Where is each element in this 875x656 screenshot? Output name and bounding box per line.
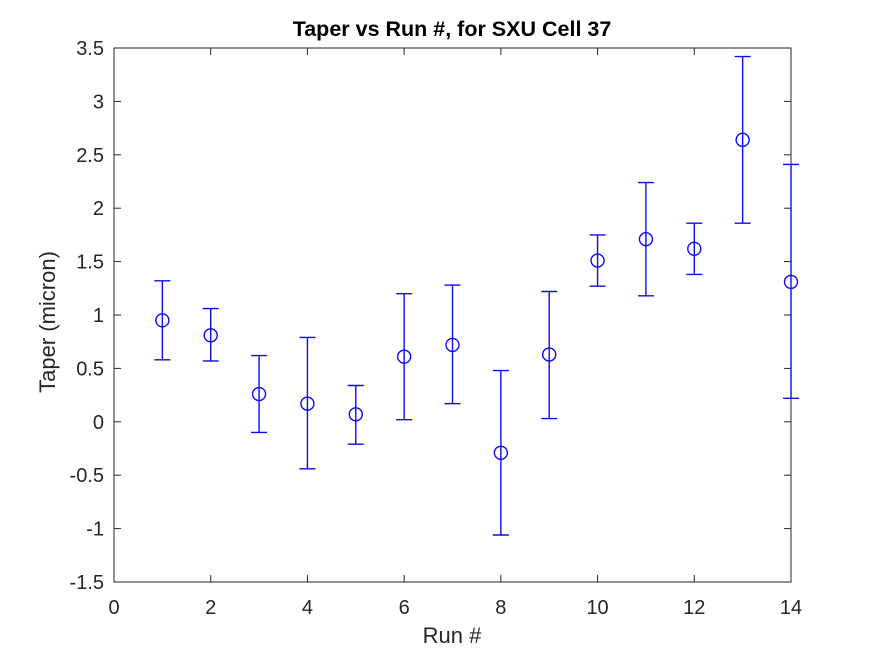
- errorbar-point: [734, 55, 751, 224]
- errorbar-series: [154, 55, 799, 536]
- y-tick-label: 0.5: [76, 358, 104, 380]
- errorbar-point: [444, 284, 461, 405]
- y-tick-label: 3: [93, 91, 104, 113]
- y-tick-label: 2.5: [76, 145, 104, 167]
- data-point-marker: [203, 328, 218, 343]
- errorbar-point: [492, 369, 509, 536]
- errorbar-point: [541, 290, 558, 420]
- chart-title: Taper vs Run #, for SXU Cell 37: [293, 17, 612, 41]
- x-tick-label: 2: [205, 597, 216, 619]
- errorbar-point: [783, 163, 799, 400]
- y-tick-label: 1.5: [76, 252, 104, 274]
- x-tick-label: 8: [495, 597, 506, 619]
- data-point-marker: [396, 349, 412, 364]
- y-tick-label: -1.5: [70, 572, 104, 594]
- data-point-marker: [155, 313, 170, 328]
- errorbar-point: [154, 280, 171, 361]
- errorbar-point: [686, 222, 703, 276]
- data-point-marker: [687, 241, 702, 256]
- data-point-marker: [590, 253, 605, 268]
- errorbar-point: [396, 292, 413, 421]
- axes-layer: 0 2 4 6 8 10 12 14 -1.5 -1 -0.5 0 0.5 1 1.5 2 2.5 3 3.5: [70, 38, 803, 619]
- y-tick-label: 1: [93, 305, 104, 327]
- data-point-marker: [348, 407, 363, 422]
- data-point-marker: [300, 396, 315, 411]
- x-tick-label: 4: [302, 597, 313, 619]
- x-tick-label: 14: [780, 597, 802, 619]
- y-tick-label: 0: [93, 412, 104, 434]
- y-tick-label: 3.5: [76, 38, 104, 60]
- x-tick-label: 10: [586, 597, 608, 619]
- x-tick-label: 0: [108, 597, 119, 619]
- data-point-marker: [251, 386, 267, 402]
- data-point-marker: [542, 347, 557, 362]
- data-point-marker: [493, 445, 509, 460]
- data-point-marker: [783, 274, 799, 290]
- y-tick-label: 2: [93, 198, 104, 220]
- y-tick-label: -0.5: [70, 465, 104, 487]
- errorbar-point: [637, 181, 654, 297]
- data-point-marker: [445, 337, 460, 353]
- y-tick-label: -1: [86, 519, 104, 541]
- x-axis-label: Run #: [423, 623, 482, 648]
- errorbar-point: [589, 234, 606, 287]
- errorbar-point: [299, 336, 316, 470]
- errorbar-point: [251, 354, 268, 434]
- data-point-marker: [735, 132, 750, 148]
- errorbar-point: [347, 384, 364, 445]
- x-tick-label: 6: [399, 597, 410, 619]
- y-axis-label: Taper (micron): [35, 251, 60, 393]
- data-point-marker: [638, 231, 654, 247]
- errorbar-point: [202, 307, 219, 362]
- x-tick-label: 12: [683, 597, 705, 619]
